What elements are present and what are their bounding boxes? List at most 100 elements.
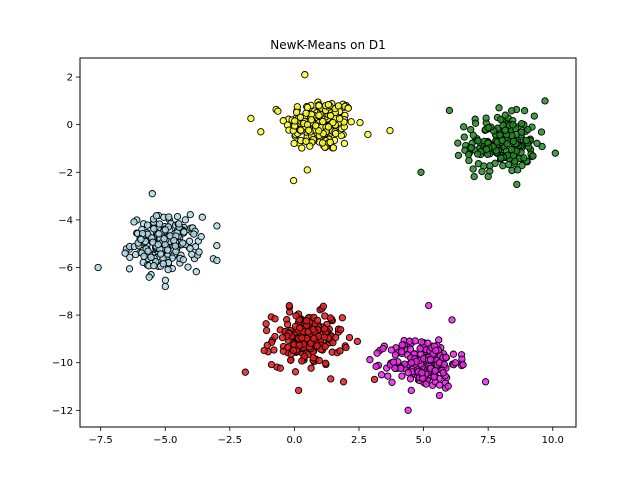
data-point	[173, 212, 182, 221]
data-point	[125, 265, 134, 273]
data-point	[298, 334, 306, 342]
data-point	[417, 338, 426, 346]
data-point	[406, 345, 414, 353]
data-point	[356, 118, 364, 127]
x-tick-label: −7.5	[89, 435, 113, 446]
data-point	[213, 222, 221, 230]
x-tick-label: 7.5	[480, 435, 496, 446]
data-point	[276, 364, 284, 372]
data-point	[513, 180, 521, 189]
data-point	[290, 139, 298, 148]
data-point	[121, 249, 129, 257]
cluster-1	[247, 71, 394, 185]
data-point	[407, 386, 415, 395]
data-point	[529, 152, 537, 160]
data-point	[431, 367, 439, 375]
data-point	[336, 347, 344, 355]
data-point	[126, 253, 134, 261]
data-point	[159, 260, 167, 268]
data-point	[292, 312, 300, 320]
data-point	[377, 371, 386, 379]
data-point	[181, 216, 189, 224]
data-point	[386, 126, 394, 135]
data-point	[484, 123, 492, 132]
data-point	[137, 235, 145, 244]
data-point	[307, 364, 315, 372]
data-point	[303, 166, 311, 174]
data-point	[397, 348, 406, 356]
data-point	[289, 346, 298, 355]
y-tick-label: −2	[58, 168, 73, 179]
data-point	[270, 346, 278, 354]
data-point	[303, 103, 312, 112]
data-point	[278, 333, 287, 342]
data-point	[171, 242, 179, 250]
data-point	[267, 360, 276, 369]
data-point	[507, 107, 516, 115]
data-point	[425, 301, 433, 310]
data-point	[334, 102, 343, 110]
data-point	[289, 176, 298, 185]
data-point	[298, 357, 306, 365]
data-point	[315, 111, 323, 119]
data-point	[517, 120, 526, 128]
data-point	[145, 273, 153, 281]
data-point	[389, 358, 398, 366]
data-point	[459, 361, 467, 369]
data-point	[309, 354, 318, 362]
data-point	[260, 346, 268, 355]
data-point	[520, 154, 528, 162]
data-point	[445, 106, 454, 115]
data-point	[150, 225, 158, 233]
data-point	[474, 137, 482, 145]
data-point	[484, 172, 492, 181]
data-point	[296, 324, 304, 332]
data-point	[449, 350, 458, 358]
data-point	[520, 107, 529, 115]
data-point	[161, 226, 169, 234]
data-point	[262, 320, 270, 328]
data-point	[481, 378, 490, 386]
data-point	[406, 375, 415, 383]
data-point	[213, 256, 221, 265]
data-point	[190, 230, 198, 238]
data-point	[537, 128, 546, 136]
data-point	[198, 213, 206, 221]
data-point	[379, 344, 387, 353]
y-tick-label: −10	[52, 358, 73, 369]
data-point	[411, 337, 419, 345]
x-axis: −7.5 −5.0 −2.5 0.0 2.5 5.0 7.5 10.0	[89, 427, 564, 446]
data-point	[197, 233, 205, 241]
data-point	[161, 276, 170, 284]
y-tick-label: 0	[67, 120, 73, 131]
data-point	[285, 301, 293, 310]
data-point	[474, 160, 483, 168]
data-point	[180, 228, 188, 236]
data-point	[319, 117, 327, 126]
data-point	[340, 139, 349, 148]
x-tick-label: 0.0	[286, 435, 302, 446]
data-point	[324, 123, 333, 131]
data-point	[161, 282, 169, 291]
cluster-2	[417, 97, 559, 189]
data-point	[347, 118, 355, 126]
data-point	[192, 268, 200, 276]
data-point	[451, 359, 460, 367]
data-point	[339, 378, 348, 386]
data-point	[541, 97, 549, 105]
data-point	[387, 346, 396, 354]
data-point	[442, 353, 450, 361]
data-point	[398, 341, 406, 349]
data-point	[148, 190, 156, 198]
data-point	[152, 212, 161, 220]
data-point	[404, 369, 412, 377]
data-point	[430, 373, 438, 381]
data-point	[297, 126, 305, 134]
data-point	[175, 220, 183, 228]
data-point	[517, 128, 526, 136]
data-point	[522, 136, 531, 145]
data-point	[318, 139, 327, 147]
data-point	[465, 156, 473, 165]
data-point	[454, 151, 463, 160]
